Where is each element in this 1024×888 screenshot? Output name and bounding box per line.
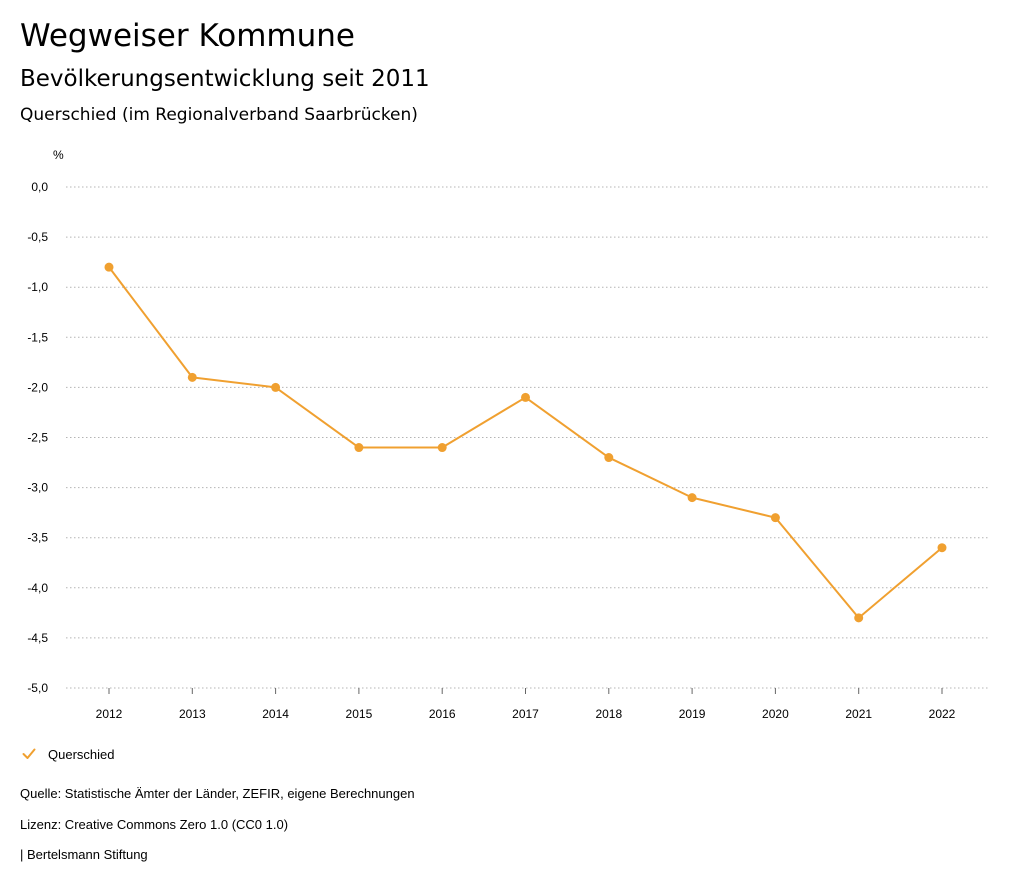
- data-point: [187, 372, 197, 382]
- y-axis-unit: %: [53, 148, 64, 162]
- y-tick-label: -2,5: [27, 431, 48, 445]
- check-icon: [22, 748, 36, 759]
- region-label: Querschied (im Regionalverband Saarbrück…: [20, 105, 418, 125]
- x-tick-label: 2014: [262, 707, 289, 721]
- y-tick-label: -0,5: [27, 230, 48, 244]
- data-point: [854, 613, 864, 623]
- data-point: [354, 443, 364, 453]
- x-tick-label: 2019: [679, 707, 706, 721]
- license-note: Lizenz: Creative Commons Zero 1.0 (CC0 1…: [20, 817, 289, 832]
- series-line: [108, 266, 943, 619]
- chart-subtitle: Bevölkerungsentwicklung seit 2011: [20, 66, 430, 92]
- data-point: [770, 513, 780, 523]
- y-tick-label: -1,5: [27, 330, 48, 344]
- y-tick-label: -2,0: [27, 380, 48, 394]
- page-title: Wegweiser Kommune: [20, 18, 355, 54]
- legend-label: Querschied: [48, 746, 115, 762]
- data-point: [271, 382, 281, 392]
- data-point: [937, 543, 947, 553]
- y-tick-label: -3,5: [27, 531, 48, 545]
- publisher-note: | Bertelsmann Stiftung: [20, 847, 148, 862]
- x-tick-label: 2022: [929, 707, 956, 721]
- x-tick-label: 2020: [762, 707, 789, 721]
- y-tick-label: -4,5: [27, 631, 48, 645]
- y-tick-label: -1,0: [27, 280, 48, 294]
- x-tick-label: 2013: [179, 707, 206, 721]
- x-tick-label: 2021: [845, 707, 872, 721]
- y-tick-label: -3,0: [27, 481, 48, 495]
- x-tick-label: 2015: [346, 707, 373, 721]
- source-note: Quelle: Statistische Ämter der Länder, Z…: [20, 786, 415, 801]
- y-tick-label: -5,0: [27, 681, 48, 695]
- data-point: [687, 493, 697, 503]
- data-point: [437, 443, 447, 453]
- y-tick-label: -4,0: [27, 581, 48, 595]
- x-tick-label: 2017: [512, 707, 539, 721]
- x-tick-label: 2012: [96, 707, 123, 721]
- line-chart: % 0,0 -0,5 -1,0 -1,5 -2,0 -2,5 -3,0 -3,5 -4,0 -4,5…: [27, 148, 990, 721]
- x-tick-label: 2018: [595, 707, 622, 721]
- data-point: [104, 262, 114, 272]
- legend-item[interactable]: Querschied: [22, 744, 114, 764]
- data-point: [604, 453, 614, 463]
- y-tick-label: 0,0: [31, 180, 48, 194]
- data-point: [521, 392, 530, 402]
- x-tick-label: 2016: [429, 707, 456, 721]
